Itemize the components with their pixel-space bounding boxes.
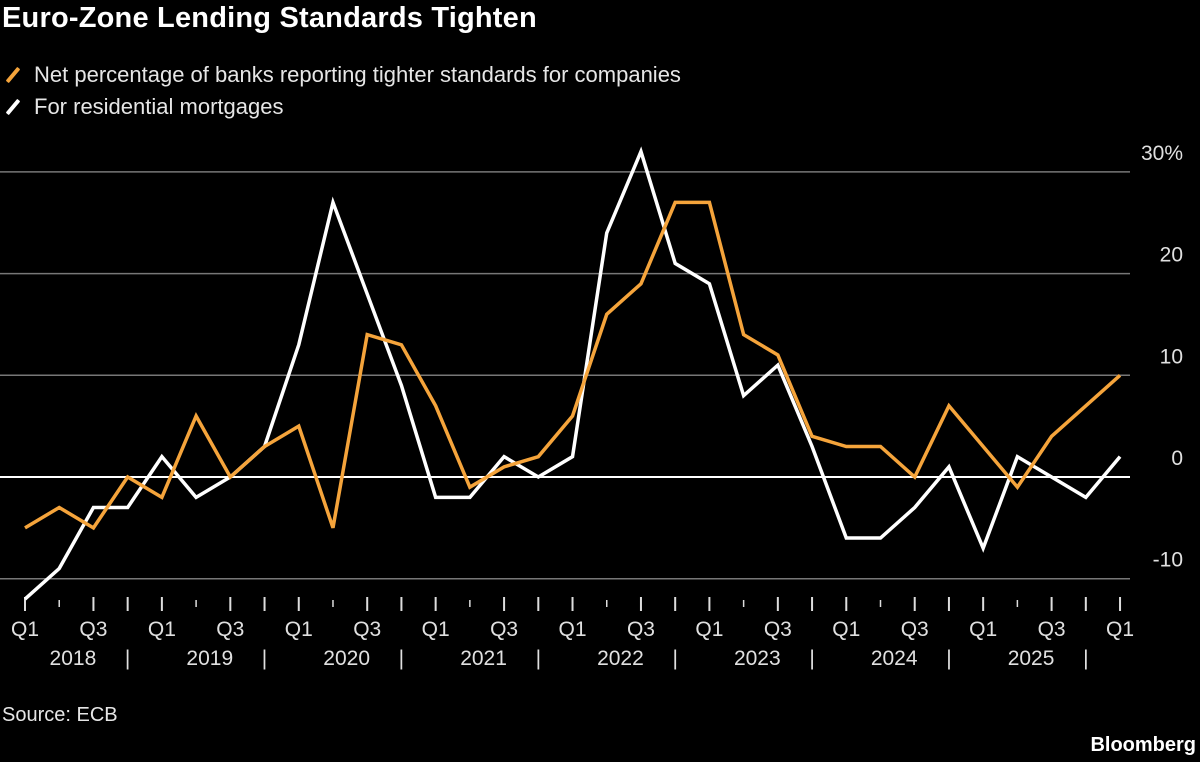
year-label: 2025 — [1008, 647, 1055, 670]
legend-item-companies: Net percentage of banks reporting tighte… — [4, 62, 681, 88]
x-tick-label: Q1 — [969, 618, 997, 641]
x-tick-label: Q3 — [627, 618, 655, 641]
x-tick-label: Q1 — [148, 618, 176, 641]
year-label: 2019 — [186, 647, 233, 670]
series-points-companies — [24, 202, 1121, 528]
year-label: 2022 — [597, 647, 644, 670]
year-separator: | — [125, 647, 130, 670]
y-tick-label: 10 — [1160, 345, 1183, 368]
x-tick-label: Q3 — [764, 618, 792, 641]
x-tick-label: Q3 — [79, 618, 107, 641]
year-label: 2020 — [323, 647, 370, 670]
x-tick-label: Q3 — [216, 618, 244, 641]
x-tick-label: Q1 — [422, 618, 450, 641]
year-label: 2023 — [734, 647, 781, 670]
legend-item-mortgages: For residential mortgages — [4, 94, 283, 120]
year-label: 2021 — [460, 647, 507, 670]
x-tick-label: Q1 — [559, 618, 587, 641]
y-tick-label: 0 — [1171, 447, 1183, 470]
year-separator: | — [1083, 647, 1088, 670]
x-tick-label: Q3 — [1038, 618, 1066, 641]
year-separator: | — [946, 647, 951, 670]
year-separator: | — [399, 647, 404, 670]
x-tick-label: Q3 — [901, 618, 929, 641]
x-tick-label: Q1 — [285, 618, 313, 641]
legend-label: Net percentage of banks reporting tighte… — [34, 62, 681, 87]
brand-logo: Bloomberg — [1090, 734, 1196, 756]
x-tick-label: Q3 — [353, 618, 381, 641]
year-separator: | — [262, 647, 267, 670]
chart-title: Euro-Zone Lending Standards Tighten — [2, 2, 537, 34]
source-note: Source: ECB — [2, 704, 118, 726]
x-tick-label: Q1 — [832, 618, 860, 641]
y-tick-label: 30% — [1141, 142, 1183, 165]
year-separator: | — [809, 647, 814, 670]
y-tick-label: -10 — [1153, 549, 1183, 572]
year-separator: | — [672, 647, 677, 670]
x-tick-label: Q1 — [1106, 618, 1134, 641]
year-label: 2024 — [871, 647, 918, 670]
y-tick-label: 20 — [1160, 244, 1183, 267]
year-label: 2018 — [50, 647, 97, 670]
x-tick-label: Q1 — [695, 618, 723, 641]
x-tick-label: Q1 — [11, 618, 39, 641]
year-separator: | — [536, 647, 541, 670]
x-tick-label: Q3 — [490, 618, 518, 641]
legend-label: For residential mortgages — [34, 94, 284, 119]
